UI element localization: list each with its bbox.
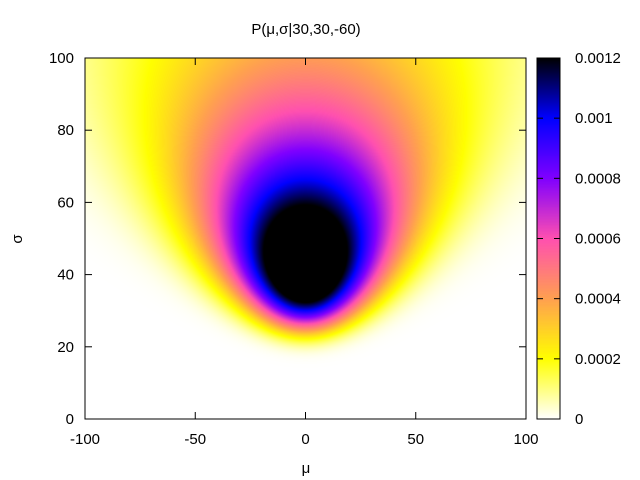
colorbar-tick-label: 0 — [575, 411, 583, 428]
y-tick-label: 80 — [57, 122, 74, 139]
y-tick-label: 100 — [49, 50, 74, 67]
y-tick-label: 40 — [57, 267, 74, 284]
x-tick-label: -100 — [70, 431, 100, 448]
colorbar-tick-label: 0.0012 — [575, 50, 621, 67]
x-tick-label: 0 — [301, 431, 309, 448]
colorbar-tick-label: 0.0006 — [575, 231, 621, 248]
density-heatmap — [85, 58, 526, 419]
y-axis-label: σ — [9, 234, 26, 244]
y-axis: 0 20 40 60 80 100 — [49, 50, 526, 428]
colorbar-gradient — [537, 58, 560, 419]
chart-title: P(μ,σ|30,30,-60) — [251, 21, 360, 38]
colorbar-tick-label: 0.001 — [575, 110, 613, 127]
x-tick-label: 100 — [513, 431, 538, 448]
colorbar-tick-label: 0.0004 — [575, 291, 621, 308]
x-axis-label: μ — [302, 460, 311, 477]
x-tick-label: -50 — [184, 431, 206, 448]
y-tick-label: 20 — [57, 339, 74, 356]
y-tick-label: 0 — [66, 411, 74, 428]
x-axis: -100 -50 0 50 100 — [70, 58, 539, 448]
colorbar-tick-label: 0.0008 — [575, 170, 621, 187]
colorbar-axis: 0 0.0002 0.0004 0.0006 0.0008 0.001 0.0012 — [537, 50, 621, 428]
x-tick-label: 50 — [407, 431, 424, 448]
colorbar-tick-label: 0.0002 — [575, 351, 621, 368]
y-tick-label: 60 — [57, 194, 74, 211]
